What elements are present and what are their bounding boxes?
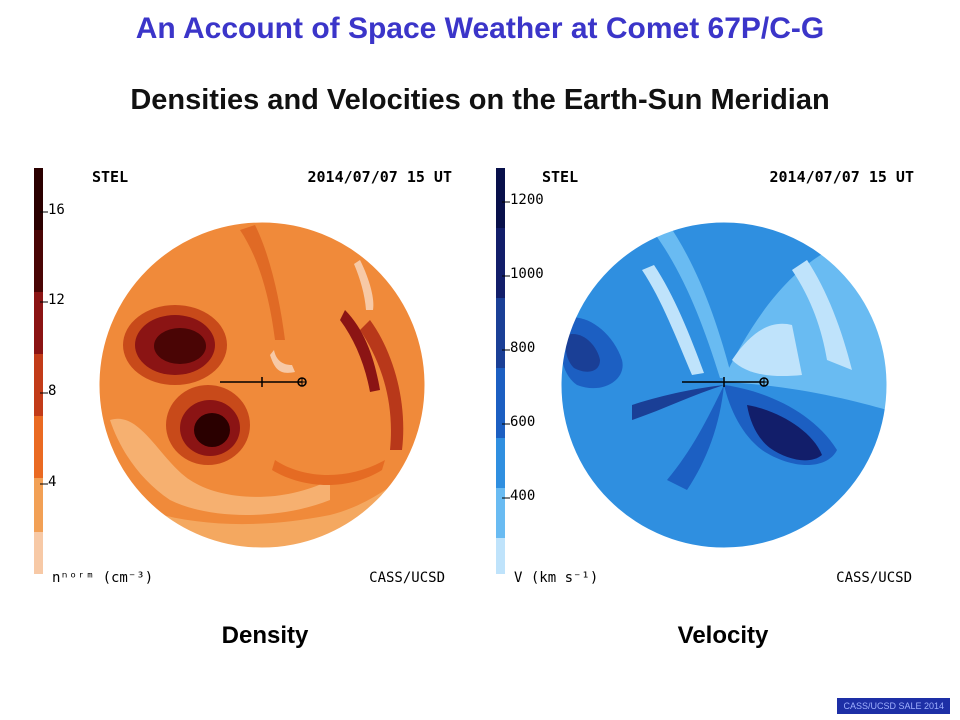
density-tick-label: 12 xyxy=(48,292,65,308)
velocity-colorbar-segment xyxy=(496,488,505,538)
velocity-footer-right: CASS/UCSD xyxy=(836,570,912,586)
velocity-header-right: 2014/07/07 15 UT xyxy=(770,168,915,186)
velocity-colorbar-segment xyxy=(496,298,505,368)
density-colorbar: 16 12 8 4 xyxy=(34,168,65,574)
page-subtitle: Densities and Velocities on the Earth-Su… xyxy=(130,84,830,116)
velocity-colorbar-segment xyxy=(496,368,505,438)
density-header-left: STEL xyxy=(92,168,128,186)
density-tick-label: 4 xyxy=(48,474,56,490)
velocity-tick-label: 1000 xyxy=(510,266,544,282)
velocity-header-left: STEL xyxy=(542,168,578,186)
page-title: An Account of Space Weather at Comet 67P… xyxy=(135,12,825,45)
velocity-colorbar: 1200 1000 800 600 400 xyxy=(496,168,544,574)
velocity-map: 1200 1000 800 600 400 STEL 2014/07/07 15… xyxy=(496,168,915,586)
footer-credit: CASS/UCSD SALE 2014 xyxy=(837,698,950,714)
density-colorbar-segment xyxy=(34,168,43,230)
velocity-colorbar-segment xyxy=(496,228,505,298)
velocity-caption: Velocity xyxy=(677,622,769,649)
density-footer-right: CASS/UCSD xyxy=(369,570,445,586)
density-colorbar-segment xyxy=(34,478,43,532)
velocity-tick-label: 600 xyxy=(510,414,535,430)
density-colorbar-segment xyxy=(34,230,43,292)
velocity-tick-label: 1200 xyxy=(510,192,544,208)
density-earth-sun-line xyxy=(220,377,307,387)
velocity-colorbar-segment xyxy=(496,538,505,574)
density-units-label: nⁿᵒʳᵐ (cm⁻³) xyxy=(52,570,153,586)
density-colorbar-segment xyxy=(34,416,43,478)
velocity-tick-label: 400 xyxy=(510,488,535,504)
velocity-units-label: V (km s⁻¹) xyxy=(514,570,598,586)
density-colorbar-segment xyxy=(34,532,43,574)
velocity-colorbar-segment xyxy=(496,438,505,488)
velocity-colorbar-segment xyxy=(496,168,505,228)
density-header-right: 2014/07/07 15 UT xyxy=(308,168,453,186)
density-caption: Density xyxy=(221,622,309,649)
density-colorbar-segment xyxy=(34,292,43,354)
density-colorbar-segment xyxy=(34,354,43,416)
velocity-panel: 1200 1000 800 600 400 STEL 2014/07/07 15… xyxy=(492,160,922,590)
velocity-earth-sun-line xyxy=(682,377,769,387)
density-map: 16 12 8 4 STEL 2014/07/07 15 UT nⁿᵒʳᵐ (c… xyxy=(34,168,453,586)
density-tick-label: 16 xyxy=(48,202,65,218)
density-panel: 16 12 8 4 STEL 2014/07/07 15 UT nⁿᵒʳᵐ (c… xyxy=(30,160,460,590)
density-tick-label: 8 xyxy=(48,383,56,399)
velocity-tick-label: 800 xyxy=(510,340,535,356)
